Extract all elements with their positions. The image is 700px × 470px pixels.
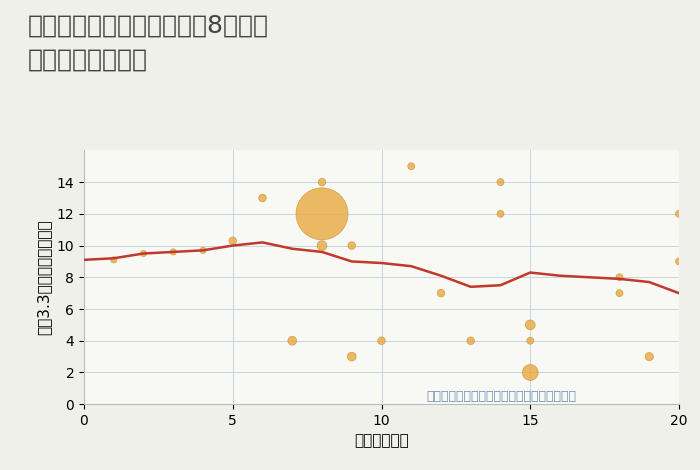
Y-axis label: 坪（3.3㎡）単価（万円）: 坪（3.3㎡）単価（万円）	[36, 219, 51, 335]
Point	[644, 353, 655, 360]
Point	[614, 274, 625, 281]
Point	[197, 247, 209, 254]
Point	[316, 210, 328, 218]
Point	[346, 242, 357, 249]
Point	[673, 210, 685, 218]
Point	[465, 337, 476, 345]
Point	[138, 250, 149, 257]
Point	[435, 290, 447, 297]
Point	[108, 256, 119, 264]
Point	[168, 248, 179, 256]
Point	[287, 337, 298, 345]
Point	[614, 290, 625, 297]
Point	[525, 321, 536, 329]
Point	[406, 163, 417, 170]
Point	[227, 237, 238, 244]
Point	[673, 258, 685, 265]
Text: 三重県名張市つつじが丘北8番町の
駅距離別土地価格: 三重県名張市つつじが丘北8番町の 駅距離別土地価格	[28, 14, 269, 71]
Text: 円の大きさは、取引のあった物件面積を示す: 円の大きさは、取引のあった物件面積を示す	[426, 390, 576, 403]
Point	[525, 368, 536, 376]
Point	[316, 178, 328, 186]
Point	[495, 178, 506, 186]
Point	[346, 353, 357, 360]
Point	[257, 194, 268, 202]
Point	[316, 242, 328, 249]
Point	[495, 210, 506, 218]
Point	[525, 337, 536, 345]
X-axis label: 駅距離（分）: 駅距離（分）	[354, 433, 409, 448]
Point	[376, 337, 387, 345]
